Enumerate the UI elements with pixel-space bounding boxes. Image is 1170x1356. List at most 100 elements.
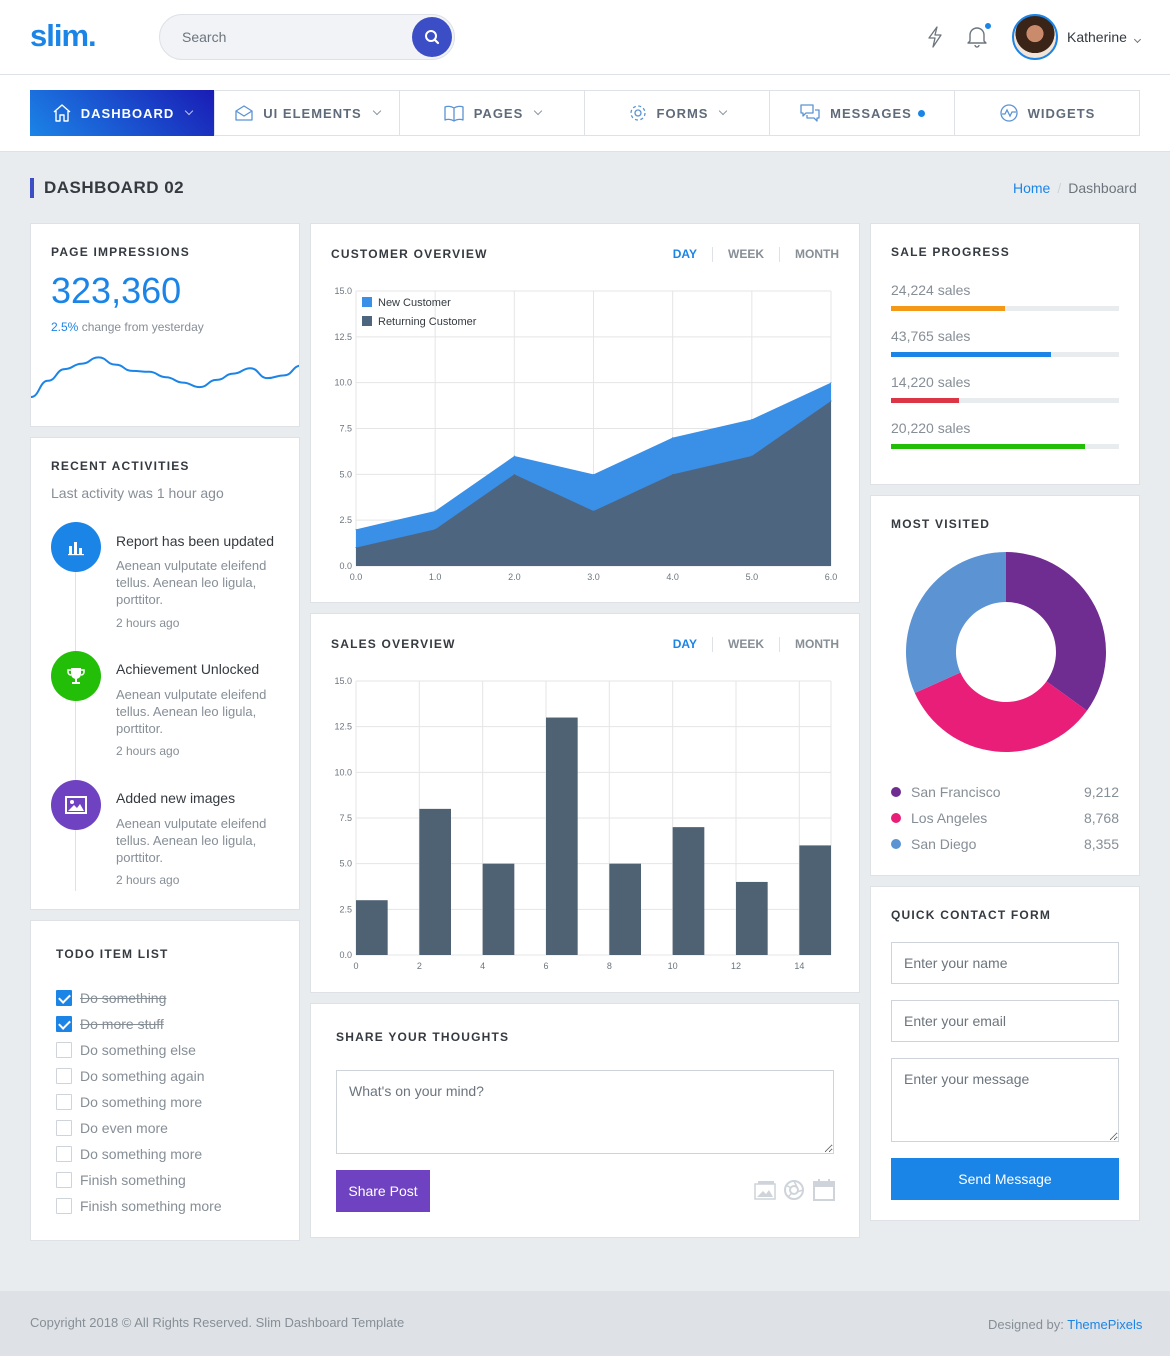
card-title: QUICK CONTACT FORM	[891, 908, 1052, 922]
card-title: TODO ITEM LIST	[56, 947, 169, 961]
activity-icon	[51, 780, 101, 830]
tab-month[interactable]: MONTH	[779, 637, 839, 652]
todo-checkbox[interactable]	[56, 1120, 72, 1136]
bar	[609, 863, 641, 955]
search-input[interactable]	[182, 15, 402, 59]
send-message-button[interactable]: Send Message	[891, 1158, 1119, 1200]
y-tick-label: 15.0	[334, 286, 352, 296]
progress-label: 24,224 sales	[891, 282, 971, 298]
activity-time: 2 hours ago	[116, 873, 180, 887]
designer-link[interactable]: ThemePixels	[1067, 1317, 1143, 1332]
progress-fill	[891, 444, 1085, 449]
card-title: RECENT ACTIVITIES	[51, 459, 190, 473]
name-field[interactable]	[891, 942, 1119, 984]
todo-checkbox[interactable]	[56, 1042, 72, 1058]
todo-item[interactable]: Finish something	[56, 1172, 186, 1188]
mail-open-icon	[235, 105, 253, 121]
tab-week[interactable]: WEEK	[712, 247, 779, 262]
todo-item[interactable]: Do something else	[56, 1042, 196, 1058]
legend-value: 9,212	[1083, 784, 1119, 800]
breadcrumb-home[interactable]: Home	[1013, 180, 1051, 196]
progress-fill	[891, 306, 1005, 311]
todo-checkbox[interactable]	[56, 1198, 72, 1214]
nav-pages[interactable]: PAGES	[400, 91, 585, 135]
todo-label: Do something more	[80, 1094, 203, 1110]
y-tick-label: 5.0	[339, 859, 352, 869]
tab-day[interactable]: DAY	[672, 637, 697, 651]
tab-week[interactable]: WEEK	[712, 637, 779, 652]
nav-ui-elements[interactable]: UI ELEMENTS	[215, 91, 400, 135]
image-icon	[65, 796, 87, 814]
todo-item[interactable]: Do something again	[56, 1068, 205, 1084]
x-tick-label: 8	[607, 961, 612, 971]
copyright: Copyright 2018 © All Rights Reserved. Sl…	[30, 1315, 405, 1330]
camera-shutter-icon[interactable]	[782, 1179, 806, 1201]
chat-icon	[800, 104, 820, 122]
todo-checkbox[interactable]	[56, 1016, 72, 1032]
bar	[736, 881, 768, 955]
todo-item[interactable]: Do more stuff	[56, 1016, 164, 1032]
legend-label: Returning Customer	[378, 316, 477, 328]
todo-checkbox[interactable]	[56, 1094, 72, 1110]
todo-card: TODO ITEM LIST Do something Do more stuff…	[30, 920, 300, 1241]
donut-slice	[914, 672, 1087, 752]
search-button[interactable]	[412, 17, 452, 57]
activity-title: Report has been updated	[116, 533, 275, 549]
x-tick-label: 12	[731, 961, 741, 971]
share-post-button[interactable]: Share Post	[336, 1170, 430, 1212]
todo-item[interactable]: Do something more	[56, 1094, 202, 1110]
legend-item: San Diego 8,355	[891, 836, 1119, 852]
nav-label: WIDGETS	[1027, 105, 1096, 121]
data-point	[434, 528, 436, 530]
contact-card: QUICK CONTACT FORM Send Message	[870, 886, 1140, 1221]
todo-item[interactable]: Do something	[56, 990, 166, 1006]
todo-item[interactable]: Do something more	[56, 1146, 202, 1162]
bolt-icon[interactable]	[926, 26, 944, 48]
y-tick-label: 12.5	[334, 722, 352, 732]
nav-widgets[interactable]: WIDGETS	[955, 91, 1139, 135]
user-menu[interactable]: Katherine	[1067, 29, 1141, 45]
todo-label: Finish something	[80, 1172, 186, 1188]
logo[interactable]: slim.	[30, 18, 97, 53]
calendar-icon[interactable]	[812, 1179, 836, 1201]
nav-forms[interactable]: FORMS	[585, 91, 770, 135]
x-tick-label: 1.0	[429, 572, 442, 582]
home-icon	[53, 104, 71, 122]
todo-label: Do something more	[80, 1146, 203, 1162]
thoughts-textarea[interactable]	[336, 1070, 834, 1154]
y-tick-label: 10.0	[334, 767, 352, 777]
todo-checkbox[interactable]	[56, 1146, 72, 1162]
tab-month[interactable]: MONTH	[779, 247, 839, 262]
legend-dot	[891, 839, 901, 849]
progress-bar	[891, 398, 1119, 403]
nav-messages[interactable]: MESSAGES	[770, 91, 955, 135]
tab-day[interactable]: DAY	[672, 247, 697, 261]
activity-desc: Aenean vulputate eleifend tellus. Aenean…	[116, 816, 267, 865]
messages-badge	[917, 109, 925, 117]
todo-item[interactable]: Do even more	[56, 1120, 168, 1136]
trophy-icon	[67, 668, 85, 684]
todo-checkbox[interactable]	[56, 990, 72, 1006]
impressions-sparkline	[31, 356, 299, 398]
email-field[interactable]	[891, 1000, 1119, 1042]
data-point	[672, 473, 674, 475]
legend-item: San Francisco 9,212	[891, 784, 1119, 800]
donut-slice	[906, 552, 1006, 694]
nav-label: MESSAGES	[830, 105, 912, 121]
todo-checkbox[interactable]	[56, 1068, 72, 1084]
x-tick-label: 2	[417, 961, 422, 971]
photo-icon[interactable]	[753, 1179, 777, 1201]
x-tick-label: 10	[668, 961, 678, 971]
todo-checkbox[interactable]	[56, 1172, 72, 1188]
bell-icon[interactable]	[966, 24, 988, 48]
activity-icon	[51, 651, 101, 701]
nav-dashboard[interactable]: DASHBOARD	[30, 90, 215, 136]
todo-item[interactable]: Finish something more	[56, 1198, 222, 1214]
legend-value: 8,768	[1083, 810, 1119, 826]
bar	[799, 845, 831, 955]
avatar[interactable]	[1012, 14, 1058, 60]
y-tick-label: 2.5	[339, 515, 352, 525]
message-field[interactable]	[891, 1058, 1119, 1142]
activity-desc: Aenean vulputate eleifend tellus. Aenean…	[116, 558, 267, 607]
todo-label: Do something	[80, 990, 167, 1006]
